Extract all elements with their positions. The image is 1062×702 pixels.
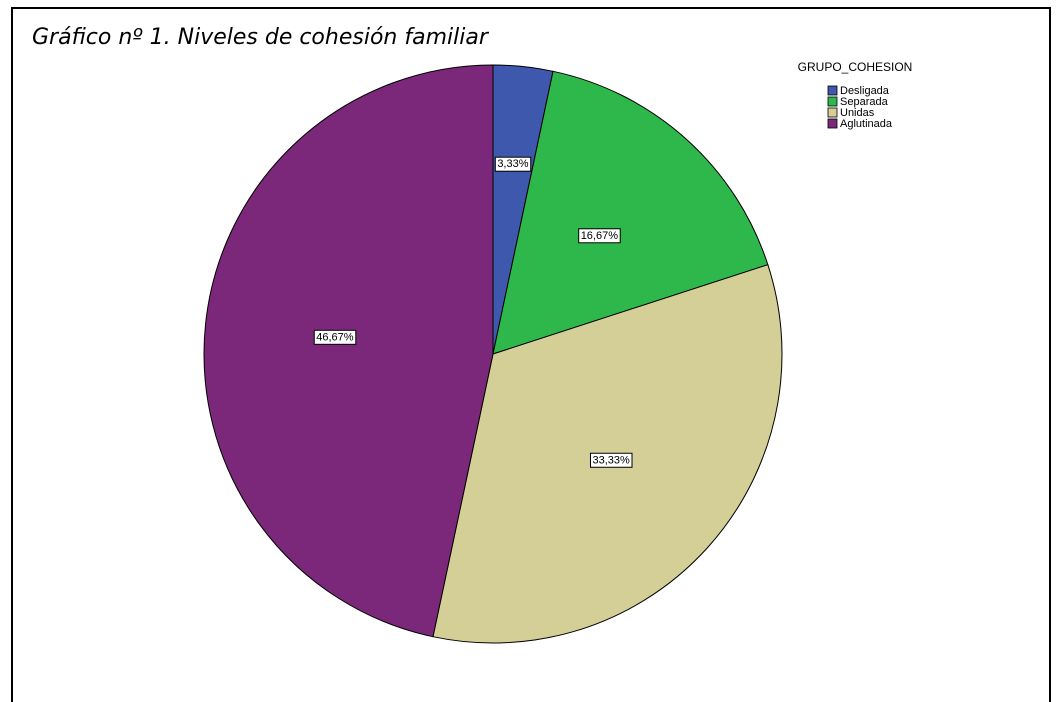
data-label-box: [578, 228, 621, 244]
data-label-box: [494, 156, 532, 172]
legend-swatch: [827, 85, 838, 96]
legend-swatch: [827, 96, 838, 107]
data-label-box: [313, 329, 357, 345]
legend-label: Separada: [840, 96, 889, 108]
legend-title: GRUPO_COHESION: [798, 60, 913, 74]
legend-swatch: [827, 118, 838, 129]
data-label: 46,67%: [316, 331, 354, 343]
data-label: 3,33%: [497, 158, 528, 170]
legend-swatch: [827, 107, 838, 118]
pie-slice: [492, 70, 769, 355]
chart-title: Gráfico nº 1. Niveles de cohesión famili…: [32, 25, 490, 50]
data-label: 33,33%: [592, 454, 630, 466]
legend-label: Aglutinada: [840, 118, 893, 130]
data-label: 16,67%: [581, 230, 619, 242]
legend-label: Desligada: [840, 85, 890, 97]
legend-label: Unidas: [840, 107, 875, 119]
data-label-box: [589, 452, 633, 468]
pie-slice: [203, 64, 494, 638]
